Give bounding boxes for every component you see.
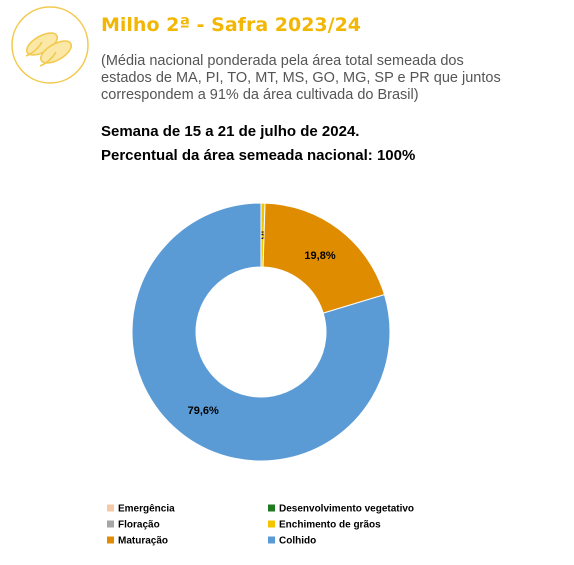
value-label: 79,6%	[188, 405, 219, 417]
legend-swatch	[268, 504, 275, 512]
legend-swatch	[107, 520, 114, 528]
legend-label: Maturação	[118, 536, 168, 547]
chart-title: Milho 2ª - Safra 2023/24	[101, 14, 362, 36]
legend-label: Desenvolvimento vegetativo	[279, 504, 414, 515]
legend-swatch	[268, 536, 275, 544]
legend-label: Enchimento de grãos	[279, 520, 381, 531]
coverage-text: Percentual da área semeada nacional: 100…	[101, 147, 416, 164]
corn-icon	[11, 6, 89, 84]
legend-label: Emergência	[118, 504, 175, 515]
legend-swatch	[107, 536, 114, 544]
legend-swatch	[107, 504, 114, 512]
legend-label: Colhido	[279, 536, 316, 547]
subtitle: (Média nacional ponderada pela área tota…	[101, 53, 501, 103]
value-label: 19,8%	[304, 250, 335, 262]
slice	[131, 202, 391, 462]
legend-swatch	[268, 520, 275, 528]
week-text: Semana de 15 a 21 de julho de 2024.	[101, 123, 360, 140]
legend-label: Floração	[118, 520, 160, 531]
